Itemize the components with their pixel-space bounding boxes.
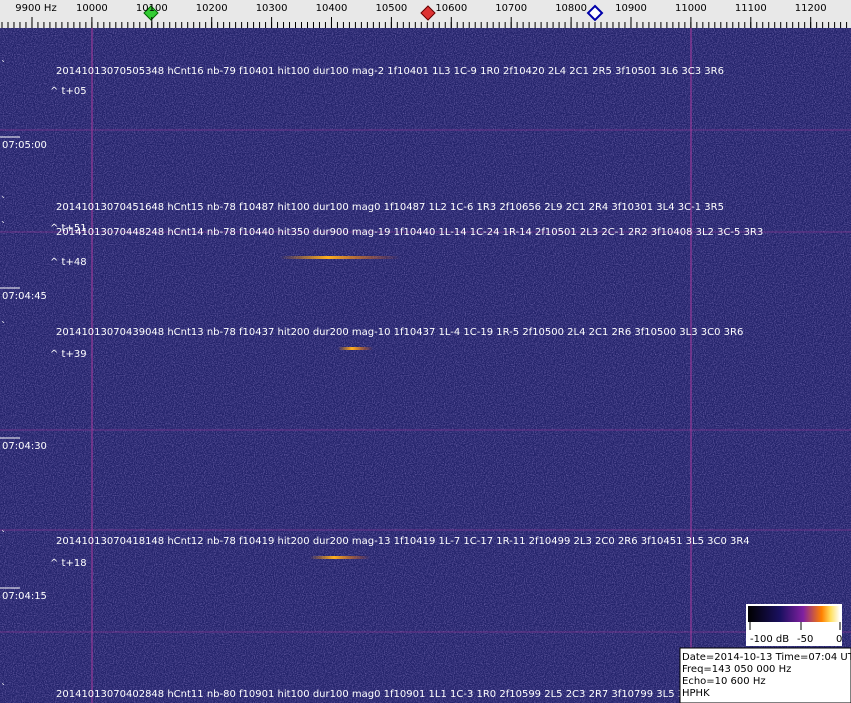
event-text: 20141013070448248 hCnt14 nb-78 f10440 hi…: [56, 227, 763, 238]
freq-label: 11000: [675, 3, 707, 14]
time-label: 07:04:45: [2, 291, 47, 302]
event-tick: `: [1, 220, 6, 232]
freq-label: 11200: [795, 3, 827, 14]
meteor-streaks: [280, 256, 400, 559]
noise: [0, 28, 851, 703]
freq-label: 10900: [615, 3, 647, 14]
event-tick: `: [1, 529, 6, 541]
event-tick: `: [1, 195, 6, 207]
freq-label: 10200: [196, 3, 228, 14]
event-marker: ^ t+48: [50, 257, 87, 268]
event-text: 20141013070451648 hCnt15 nb-78 f10487 hi…: [56, 202, 724, 213]
legend-label: -100 dB: [750, 634, 789, 645]
freq-label: 10000: [76, 3, 108, 14]
overlay-text: 07:05:00 07:04:45 07:04:30 07:04:15 20141013…: [0, 59, 763, 700]
event-text: 20141013070505348 hCnt16 nb-79 f10401 hi…: [56, 66, 724, 77]
info-line: Freq=143 050 000 Hz: [682, 664, 791, 675]
freq-label: 10600: [435, 3, 467, 14]
event-tick: `: [1, 682, 6, 694]
legend-label: 0: [836, 634, 842, 645]
grid: [0, 28, 851, 703]
freq-label: 10300: [256, 3, 288, 14]
time-label: 07:05:00: [2, 140, 47, 151]
time-label: 07:04:15: [2, 591, 47, 602]
freq-label: 10800: [555, 3, 587, 14]
freq-label: 10400: [316, 3, 348, 14]
event-text: 20141013070402848 hCnt11 nb-80 f10901 hi…: [56, 689, 713, 700]
event-tick: `: [1, 320, 6, 332]
freq-label: 9900 Hz: [15, 3, 56, 14]
info-line: HPHK: [682, 688, 710, 699]
info-line: Date=2014-10-13 Time=07:04 UTC: [682, 652, 851, 663]
color-legend: -100 dB -50 0: [746, 604, 842, 646]
event-marker: ^ t+39: [50, 349, 87, 360]
legend-label: -50: [797, 634, 813, 645]
event-tick: `: [1, 59, 6, 71]
event-text: 20141013070418148 hCnt12 nb-78 f10419 hi…: [56, 536, 750, 547]
info-line: Echo=10 600 Hz: [682, 676, 766, 687]
event-text: 20141013070439048 hCnt13 nb-78 f10437 hi…: [56, 327, 743, 338]
freq-label: 11100: [735, 3, 767, 14]
freq-label: 10700: [495, 3, 527, 14]
frequency-axis: 9900 Hz 10000 10100 10200 10300 10400 10500 106…: [0, 0, 851, 28]
time-label: 07:04:30: [2, 441, 47, 452]
event-marker: ^ t+05: [50, 86, 87, 97]
event-marker: ^ t+18: [50, 558, 87, 569]
freq-label: 10100: [136, 3, 168, 14]
freq-label: 10500: [375, 3, 407, 14]
event-marker: ^ t+51: [50, 223, 87, 234]
